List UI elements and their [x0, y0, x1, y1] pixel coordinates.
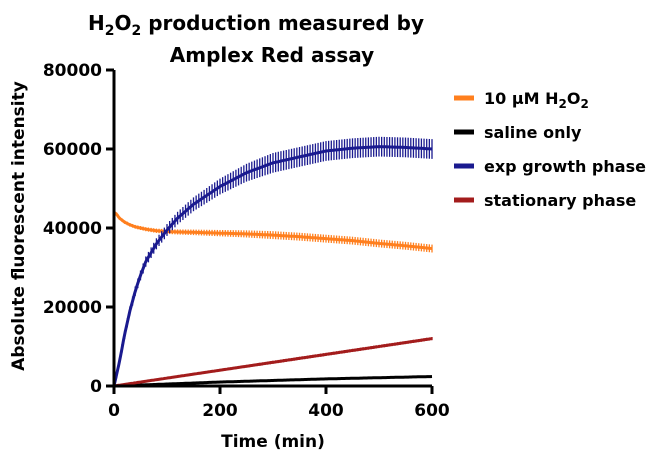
- ticks: 0 200 400 600 0 20000 40000 60000 80000: [43, 61, 450, 421]
- y-tick-label: 80000: [43, 61, 102, 81]
- legend: 10 μM H2O2 saline only exp growth phase sta…: [454, 89, 646, 210]
- y-tick-label: 0: [90, 377, 102, 397]
- legend-item-h2o2-10um: 10 μM H2O2: [454, 89, 589, 111]
- x-tick-label: 600: [414, 401, 450, 421]
- x-tick-label: 200: [202, 401, 238, 421]
- series-exp-growth-phase: [112, 136, 433, 390]
- chart-title-line1: H2O2 production measured by: [88, 11, 424, 39]
- legend-item-stationary-phase: stationary phase: [454, 191, 636, 210]
- legend-item-saline-only: saline only: [454, 123, 582, 142]
- series-line-saline-only: [113, 375, 433, 388]
- legend-label: saline only: [484, 123, 582, 142]
- y-tick-label: 20000: [43, 298, 102, 318]
- legend-item-exp-growth-phase: exp growth phase: [454, 157, 646, 176]
- x-tick-label: 400: [308, 401, 344, 421]
- series-stationary-phase: [113, 337, 433, 388]
- series-line-stationary-phase: [113, 337, 433, 388]
- error-bars-exp-growth-phase: [113, 136, 433, 390]
- y-tick-label: 60000: [43, 140, 102, 160]
- series-line-exp-growth-phase: [112, 145, 433, 387]
- y-tick-label: 40000: [43, 219, 102, 239]
- series-line-h2o2-10um: [113, 211, 433, 250]
- axes: [112, 70, 432, 388]
- legend-label: 10 μM H2O2: [484, 89, 589, 111]
- x-tick-label: 0: [108, 401, 120, 421]
- chart-title-line2: Amplex Red assay: [170, 43, 374, 67]
- series-saline-only: [113, 375, 433, 388]
- legend-label: exp growth phase: [484, 157, 646, 176]
- y-axis-label: Absolute fluorescent intensity: [9, 81, 29, 371]
- legend-label: stationary phase: [484, 191, 636, 210]
- x-axis-label: Time (min): [221, 432, 325, 452]
- series-layer: [112, 136, 433, 390]
